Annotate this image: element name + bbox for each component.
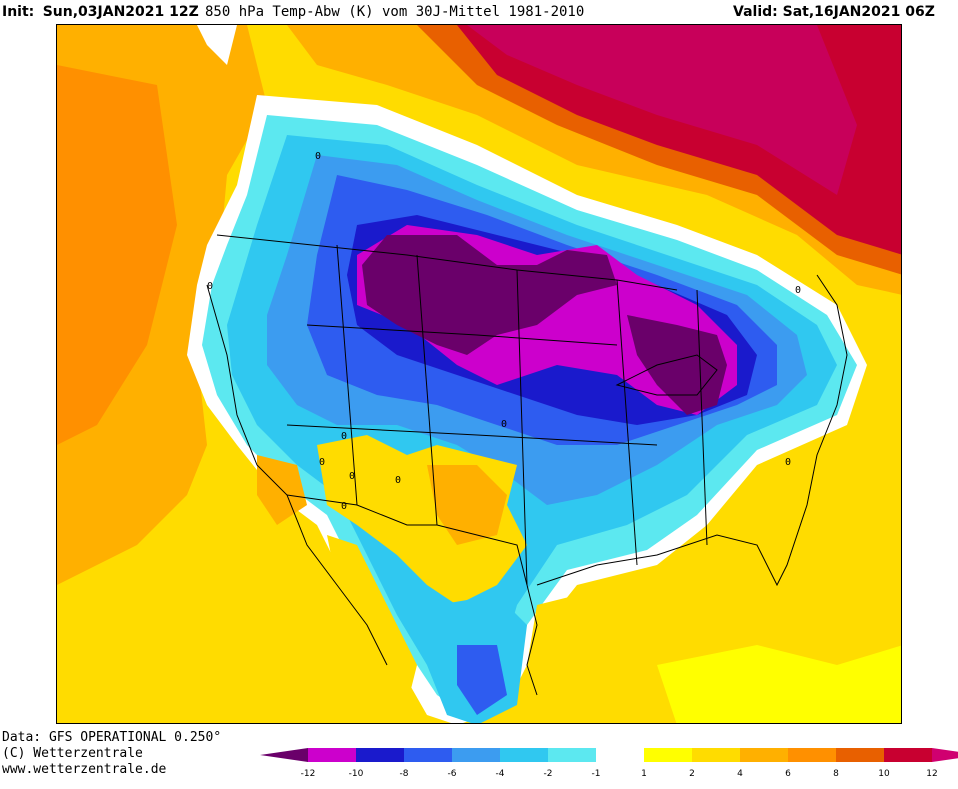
- colorbar-tick-label: 1: [641, 769, 647, 779]
- west-coastline: [206, 284, 388, 666]
- gulf-coastline-west: [526, 584, 538, 696]
- state-line-3: [336, 244, 358, 506]
- map-canvas: 0 0 0 0 0 0 0 0 0 0: [57, 25, 901, 723]
- colorbar-tick-label: -8: [400, 769, 409, 779]
- texas-warm-area: [427, 465, 507, 545]
- mexico-cold-core: [457, 645, 507, 715]
- chart-header: Init: Sun,03JAN2021 12Z 850 hPa Temp-Abw…: [0, 4, 958, 22]
- valid-time: Valid: Sat,16JAN2021 06Z: [733, 4, 935, 20]
- colorbar-arrow-left: [260, 748, 308, 762]
- colorbar-segment: [836, 748, 884, 762]
- contour-label: 0: [501, 419, 507, 430]
- colorbar-segment: [644, 748, 692, 762]
- state-line-6: [616, 279, 638, 566]
- colorbar-tick-label: 12: [926, 769, 937, 779]
- data-source: Data: GFS OPERATIONAL 0.250°: [2, 730, 222, 745]
- contour-label: 0: [785, 457, 791, 468]
- canada-peak-anomaly: [467, 25, 857, 195]
- colorbar-tick-label: -2: [544, 769, 553, 779]
- cold-core-west: [362, 235, 617, 355]
- colorbar-segment: [596, 748, 644, 762]
- great-lakes: [615, 354, 718, 396]
- white-patch: [197, 25, 237, 65]
- colorbar-tick-label: -6: [448, 769, 457, 779]
- contour-label: 0: [315, 151, 321, 162]
- chart-title: 850 hPa Temp-Abw (K) vom 30J-Mittel 1981…: [205, 4, 585, 20]
- colorbar-tick-label: -12: [301, 769, 316, 779]
- caribbean-mild-area: [657, 645, 901, 723]
- colorbar-segment: [452, 748, 500, 762]
- temperature-anomaly-map: 0 0 0 0 0 0 0 0 0 0: [56, 24, 902, 724]
- contour-label: 0: [349, 471, 355, 482]
- colorbar-segment: [404, 748, 452, 762]
- colorbar-segment: [356, 748, 404, 762]
- colorbar-segment: [308, 748, 356, 762]
- colorbar-tick-label: -1: [592, 769, 601, 779]
- footer: Data: GFS OPERATIONAL 0.250° (C) Wetterz…: [2, 730, 221, 778]
- colorbar-svg: -12 -10 -8 -6 -4 -2 -1 1 2 4 6 8 10 12: [260, 748, 958, 779]
- colorbar-segment: [548, 748, 596, 762]
- colorbar-tick-label: 8: [833, 769, 839, 779]
- copyright: (C) Wetterzentrale: [2, 746, 143, 761]
- contour-label: 0: [795, 285, 801, 296]
- colorbar-segment: [692, 748, 740, 762]
- colorbar-tick-label: 2: [689, 769, 695, 779]
- state-line-4: [416, 254, 438, 526]
- colorbar-tick-label: 10: [878, 769, 890, 779]
- colorbar-tick-label: 6: [785, 769, 791, 779]
- website-link[interactable]: www.wetterzentrale.de: [2, 762, 167, 777]
- colorbar-arrow-right: [932, 748, 958, 762]
- colorbar-segment: [788, 748, 836, 762]
- contour-label: 0: [341, 431, 347, 442]
- colorbar-segment: [884, 748, 932, 762]
- contour-label: 0: [395, 475, 401, 486]
- colorbar-tick-label: 4: [737, 769, 743, 779]
- east-coastline: [536, 274, 848, 587]
- baja-warm-area: [327, 535, 417, 705]
- contour-label: 0: [341, 501, 347, 512]
- contour-labels: 0 0 0 0 0 0 0 0 0 0: [207, 151, 801, 512]
- contour-label: 0: [207, 281, 213, 292]
- country-borders: [206, 234, 848, 696]
- contour-label: 0: [319, 457, 325, 468]
- colorbar-tick-label: -4: [496, 769, 505, 779]
- cold-core-east: [627, 315, 727, 415]
- state-line-2: [286, 424, 658, 446]
- init-time: Init: Sun,03JAN2021 12Z: [2, 4, 199, 20]
- colorbar-segment: [740, 748, 788, 762]
- colorbar-segment: [500, 748, 548, 762]
- state-line-1: [306, 324, 618, 346]
- state-line-7: [696, 289, 708, 546]
- pacific-warmer-area: [57, 65, 177, 445]
- colorbar-tick-label: -10: [349, 769, 364, 779]
- colorbar-legend: -12 -10 -8 -6 -4 -2 -1 1 2 4 6 8 10 12: [250, 748, 958, 784]
- state-line-5: [516, 269, 528, 586]
